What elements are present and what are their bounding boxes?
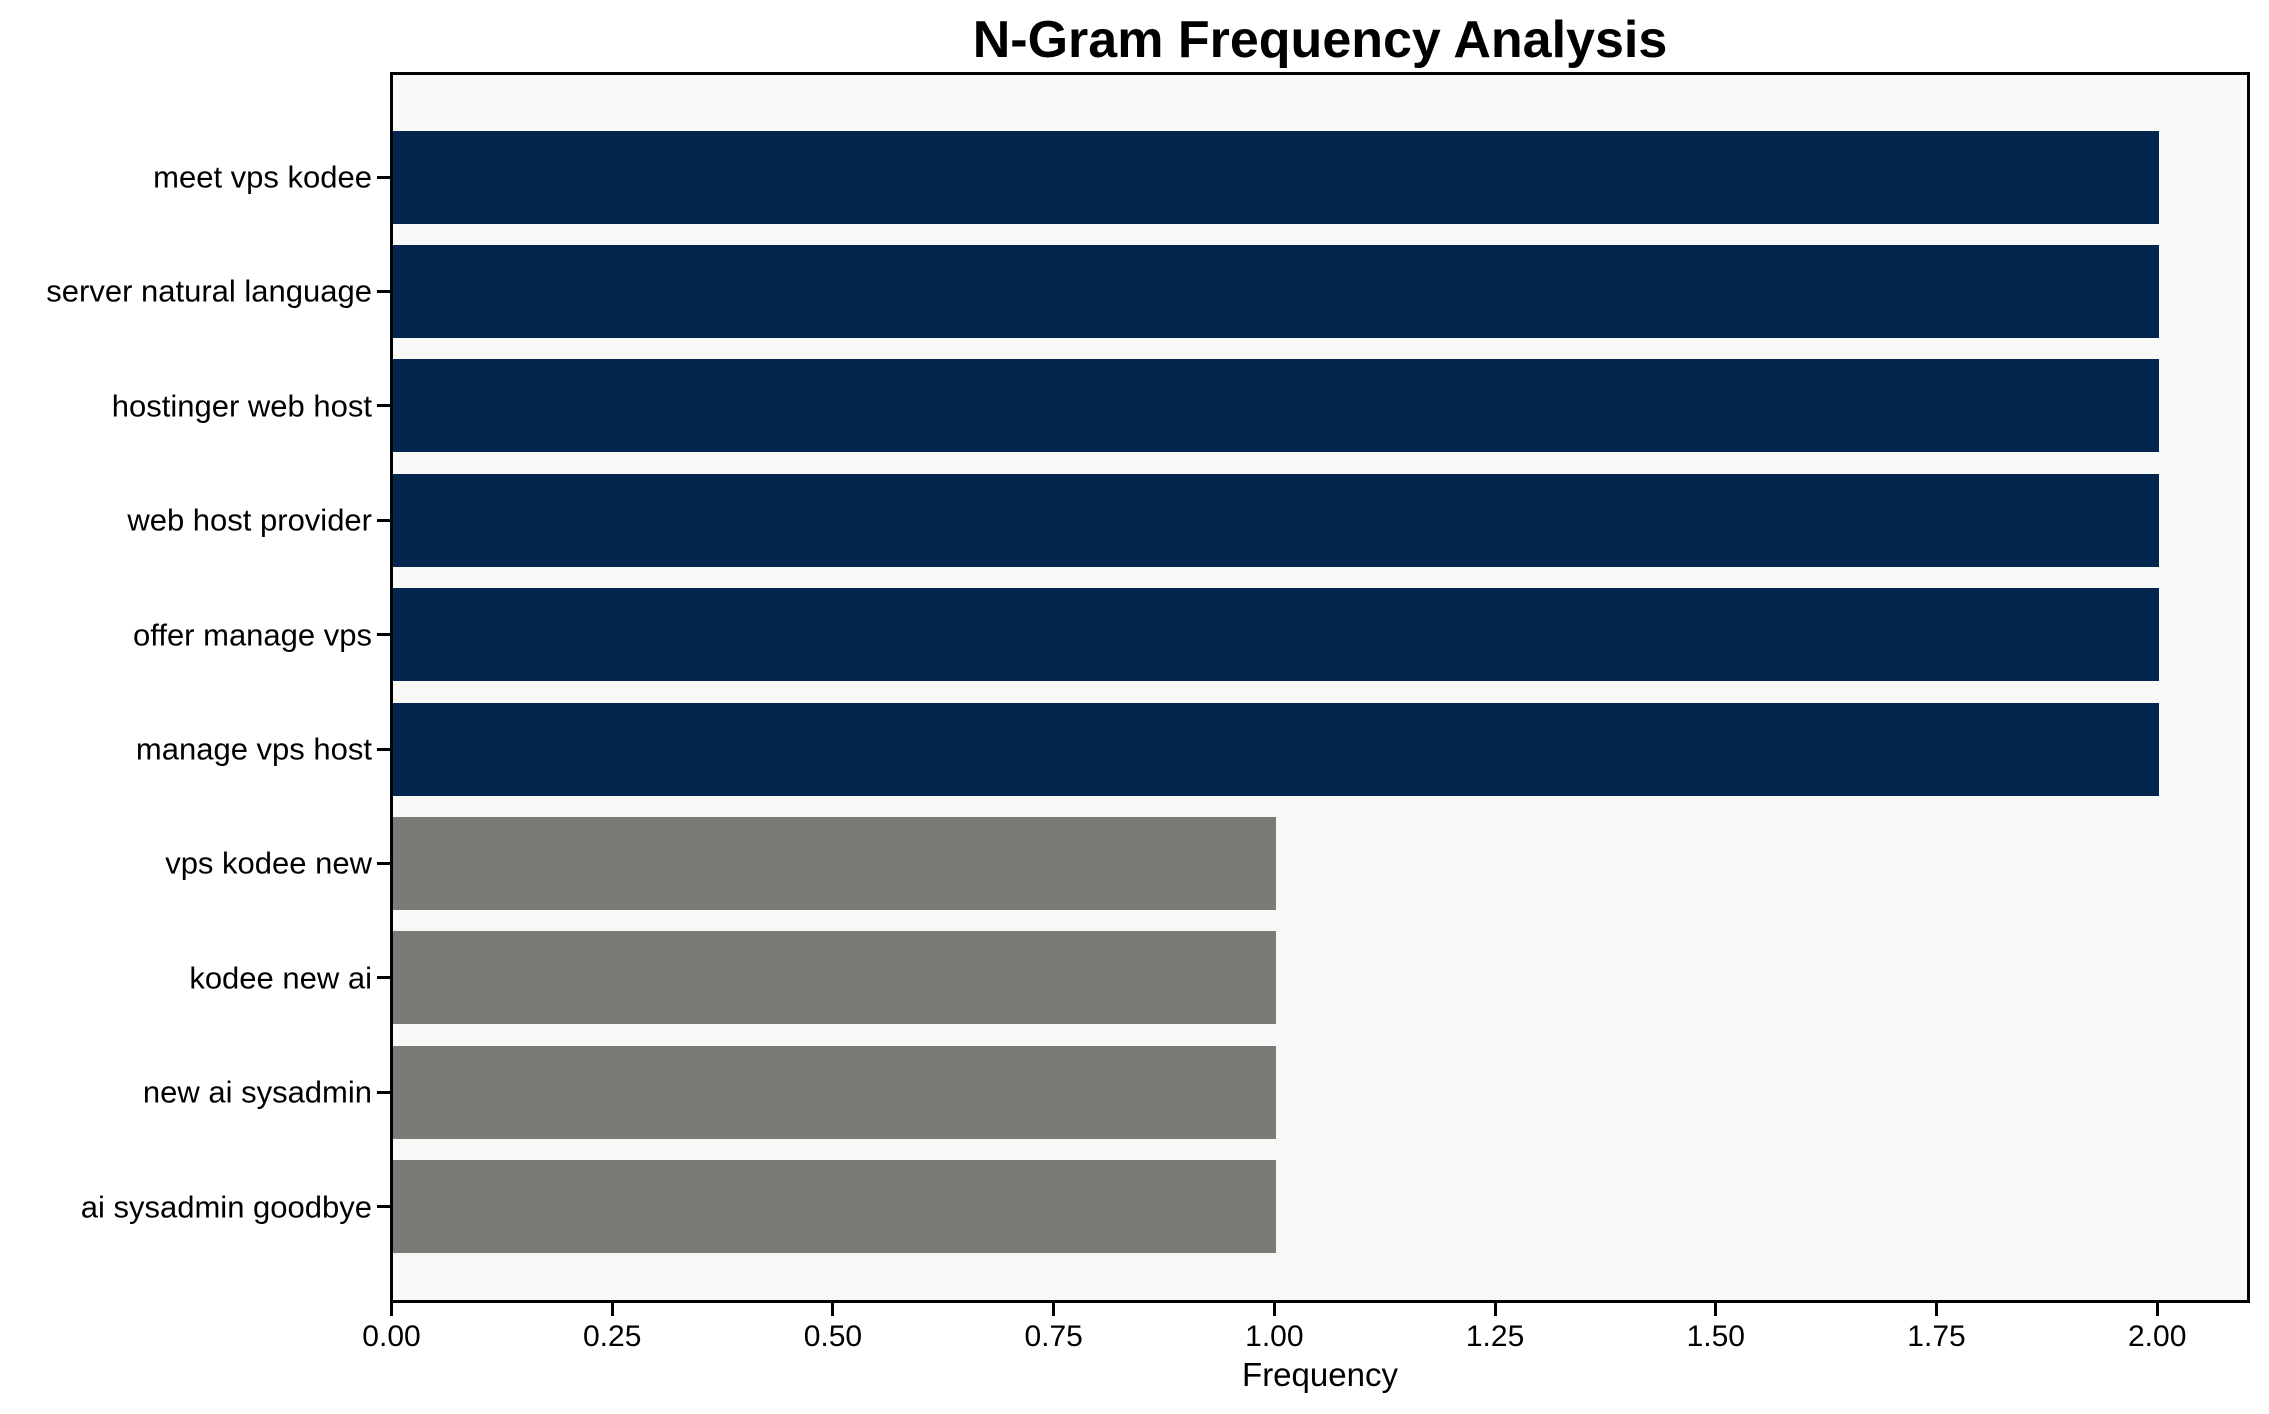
x-axis-label: Frequency [1242, 1356, 1398, 1393]
plot-area [390, 72, 2250, 1303]
y-tick-label: manage vps host [135, 731, 372, 767]
bar-vps-kodee-new [393, 816, 1276, 910]
x-tick [1272, 1303, 1276, 1316]
y-tick-label: new ai sysadmin [142, 1074, 372, 1110]
y-tick [377, 633, 390, 637]
x-tick-label: 0.50 [803, 1320, 863, 1353]
x-tick [390, 1303, 393, 1316]
x-tick-label: 1.50 [1686, 1320, 1745, 1353]
x-tick [1052, 1303, 1056, 1316]
bar-server-natural-language [393, 244, 2159, 338]
y-tick [377, 976, 390, 980]
y-tick-label: vps kodee new [165, 845, 372, 881]
x-tick-label: 1.75 [1907, 1320, 1966, 1353]
bar-manage-vps-host [393, 702, 2159, 796]
bar-meet-vps-kodee [393, 130, 2159, 224]
y-tick-label: server natural language [46, 273, 372, 309]
bar-hostinger-web-host [393, 359, 2159, 453]
y-tick [377, 1205, 390, 1209]
y-tick [377, 289, 390, 293]
y-tick-label: ai sysadmin goodbye [80, 1189, 372, 1225]
bar-web-host-provider [393, 473, 2159, 567]
y-tick [377, 1090, 390, 1094]
bar-offer-manage-vps [393, 588, 2159, 682]
x-tick-label: 0.75 [1024, 1320, 1083, 1353]
y-tick-label: meet vps kodee [153, 159, 372, 195]
y-tick-label: hostinger web host [111, 388, 372, 424]
y-tick [377, 747, 390, 751]
bar-new-ai-sysadmin [393, 1045, 1276, 1139]
bar-ai-sysadmin-goodbye [393, 1160, 1276, 1254]
bar-kodee-new-ai [393, 931, 1276, 1025]
y-tick [377, 518, 390, 522]
x-tick-label: 1.25 [1465, 1320, 1525, 1353]
x-tick-label: 1.00 [1245, 1320, 1304, 1353]
y-tick-label: offer manage vps [133, 617, 372, 653]
y-tick [377, 861, 390, 865]
x-tick [1935, 1303, 1938, 1316]
x-tick-label: 2.00 [2128, 1320, 2187, 1353]
chart-title: N-Gram Frequency Analysis [972, 11, 1668, 69]
y-tick-label: web host provider [127, 502, 372, 538]
x-tick [1493, 1303, 1497, 1316]
y-tick [377, 404, 390, 408]
x-tick-label: 0.25 [583, 1320, 642, 1353]
x-tick-label: 0.00 [362, 1320, 421, 1353]
x-tick [1714, 1303, 1718, 1316]
x-tick [831, 1303, 835, 1316]
y-tick [377, 175, 390, 179]
x-tick [610, 1303, 614, 1316]
x-tick [2155, 1303, 2159, 1316]
y-tick-label: kodee new ai [189, 960, 372, 996]
